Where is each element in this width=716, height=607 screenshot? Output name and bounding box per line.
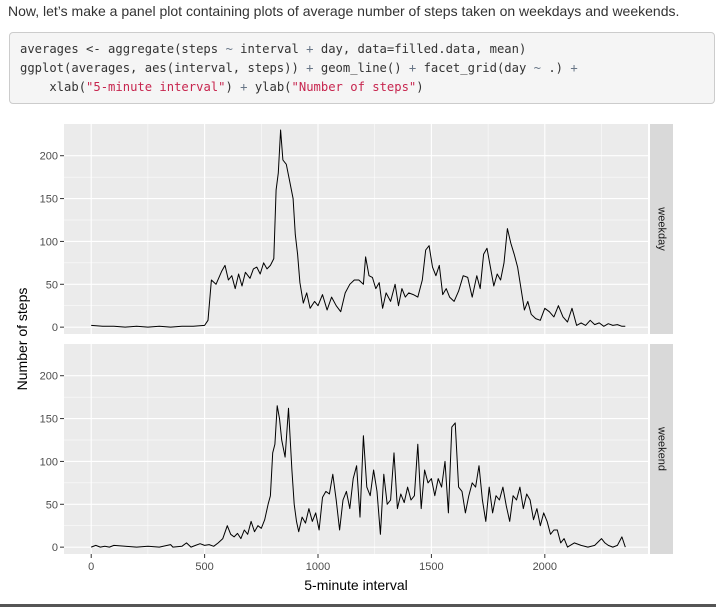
code-token: ggplot(averages, aes(interval, steps)) bbox=[20, 61, 307, 75]
code-token: .) bbox=[541, 61, 571, 75]
panel-background bbox=[64, 124, 648, 334]
code-token: facet_grid(day bbox=[416, 61, 534, 75]
facet-strip bbox=[650, 124, 673, 334]
code-block: averages <- aggregate(steps ~ interval +… bbox=[9, 32, 715, 104]
code-token: ylab( bbox=[247, 80, 292, 94]
y-tick-label: 150 bbox=[40, 414, 58, 426]
code-token: + bbox=[408, 61, 417, 75]
facet-label-weekday: weekday bbox=[656, 206, 668, 251]
code-line: xlab("5-minute interval") + ylab("Number… bbox=[20, 78, 714, 97]
code-token: ) bbox=[225, 80, 241, 94]
intro-text: Now, let’s make a panel plot containing … bbox=[8, 3, 680, 19]
x-tick-label: 0 bbox=[88, 561, 94, 573]
code-token: "Number of steps" bbox=[291, 80, 417, 94]
code-token: ~ bbox=[225, 42, 233, 56]
code-token: ~ bbox=[533, 61, 541, 75]
y-tick-label: 100 bbox=[40, 456, 58, 468]
x-tick-label: 1000 bbox=[306, 561, 330, 573]
y-tick-label: 50 bbox=[46, 279, 58, 291]
facet-strip bbox=[650, 344, 673, 554]
code-token: + bbox=[306, 42, 314, 56]
panel-background bbox=[64, 344, 648, 554]
code-token: averages <- aggregate(steps bbox=[20, 42, 226, 56]
x-tick-label: 500 bbox=[195, 561, 213, 573]
y-axis-label: Number of steps bbox=[14, 288, 30, 391]
code-token: + bbox=[570, 61, 578, 75]
code-token: xlab( bbox=[20, 80, 87, 94]
facet-label-weekend: weekend bbox=[656, 426, 668, 471]
x-axis-label: 5-minute interval bbox=[304, 577, 408, 593]
code-token: day, data=filled.data, mean) bbox=[313, 42, 527, 56]
y-tick-label: 50 bbox=[46, 499, 58, 511]
code-token: + bbox=[240, 80, 248, 94]
y-tick-label: 100 bbox=[40, 236, 58, 248]
code-token: geom_line() bbox=[313, 61, 409, 75]
code-token: + bbox=[306, 61, 314, 75]
y-tick-label: 200 bbox=[40, 151, 58, 163]
y-tick-label: 150 bbox=[40, 194, 58, 206]
code-line: ggplot(averages, aes(interval, steps)) +… bbox=[20, 59, 714, 78]
code-token: ) bbox=[416, 80, 424, 94]
x-tick-label: 2000 bbox=[533, 561, 557, 573]
code-token: "5-minute interval" bbox=[86, 80, 226, 94]
series-line-weekday bbox=[91, 129, 626, 328]
y-tick-label: 0 bbox=[52, 542, 58, 554]
y-tick-label: 0 bbox=[52, 322, 58, 334]
code-token: interval bbox=[232, 42, 307, 56]
bottom-rule bbox=[0, 604, 716, 607]
x-tick-label: 1500 bbox=[419, 561, 443, 573]
y-tick-label: 200 bbox=[40, 371, 58, 383]
code-line: averages <- aggregate(steps ~ interval +… bbox=[20, 40, 714, 59]
panel-plot: 0 50 100 150 200 weekday 0 50 100 150 200 weekend 0 5… bbox=[14, 124, 673, 593]
series-line-weekend bbox=[91, 405, 626, 548]
